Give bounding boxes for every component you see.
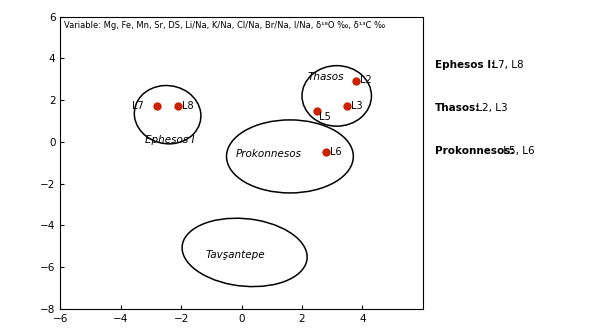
- Text: L8: L8: [182, 101, 193, 111]
- Text: L3: L3: [351, 101, 362, 111]
- Text: L7, L8: L7, L8: [489, 60, 524, 70]
- Text: L6: L6: [330, 147, 341, 157]
- Text: L5: L5: [319, 112, 330, 122]
- Text: Ephesos I: Ephesos I: [145, 135, 194, 145]
- Text: L2, L3: L2, L3: [473, 103, 507, 113]
- Text: L2: L2: [360, 75, 371, 85]
- Text: Thasos:: Thasos:: [435, 103, 480, 113]
- Text: Variable: Mg, Fe, Mn, Sr, DS, Li/Na, K/Na, Cl/Na, Br/Na, I/Na, δ¹⁸O ‰, δ¹³C ‰: Variable: Mg, Fe, Mn, Sr, DS, Li/Na, K/N…: [64, 21, 385, 30]
- Text: Thasos: Thasos: [308, 72, 344, 82]
- Text: Prokonnesos:: Prokonnesos:: [435, 146, 515, 156]
- Text: Tavşantepe: Tavşantepe: [205, 250, 265, 260]
- Text: L5, L6: L5, L6: [500, 146, 535, 156]
- Text: L7: L7: [132, 101, 144, 111]
- Text: Prokonnesos: Prokonnesos: [236, 149, 301, 159]
- Text: Ephesos I:: Ephesos I:: [435, 60, 495, 70]
